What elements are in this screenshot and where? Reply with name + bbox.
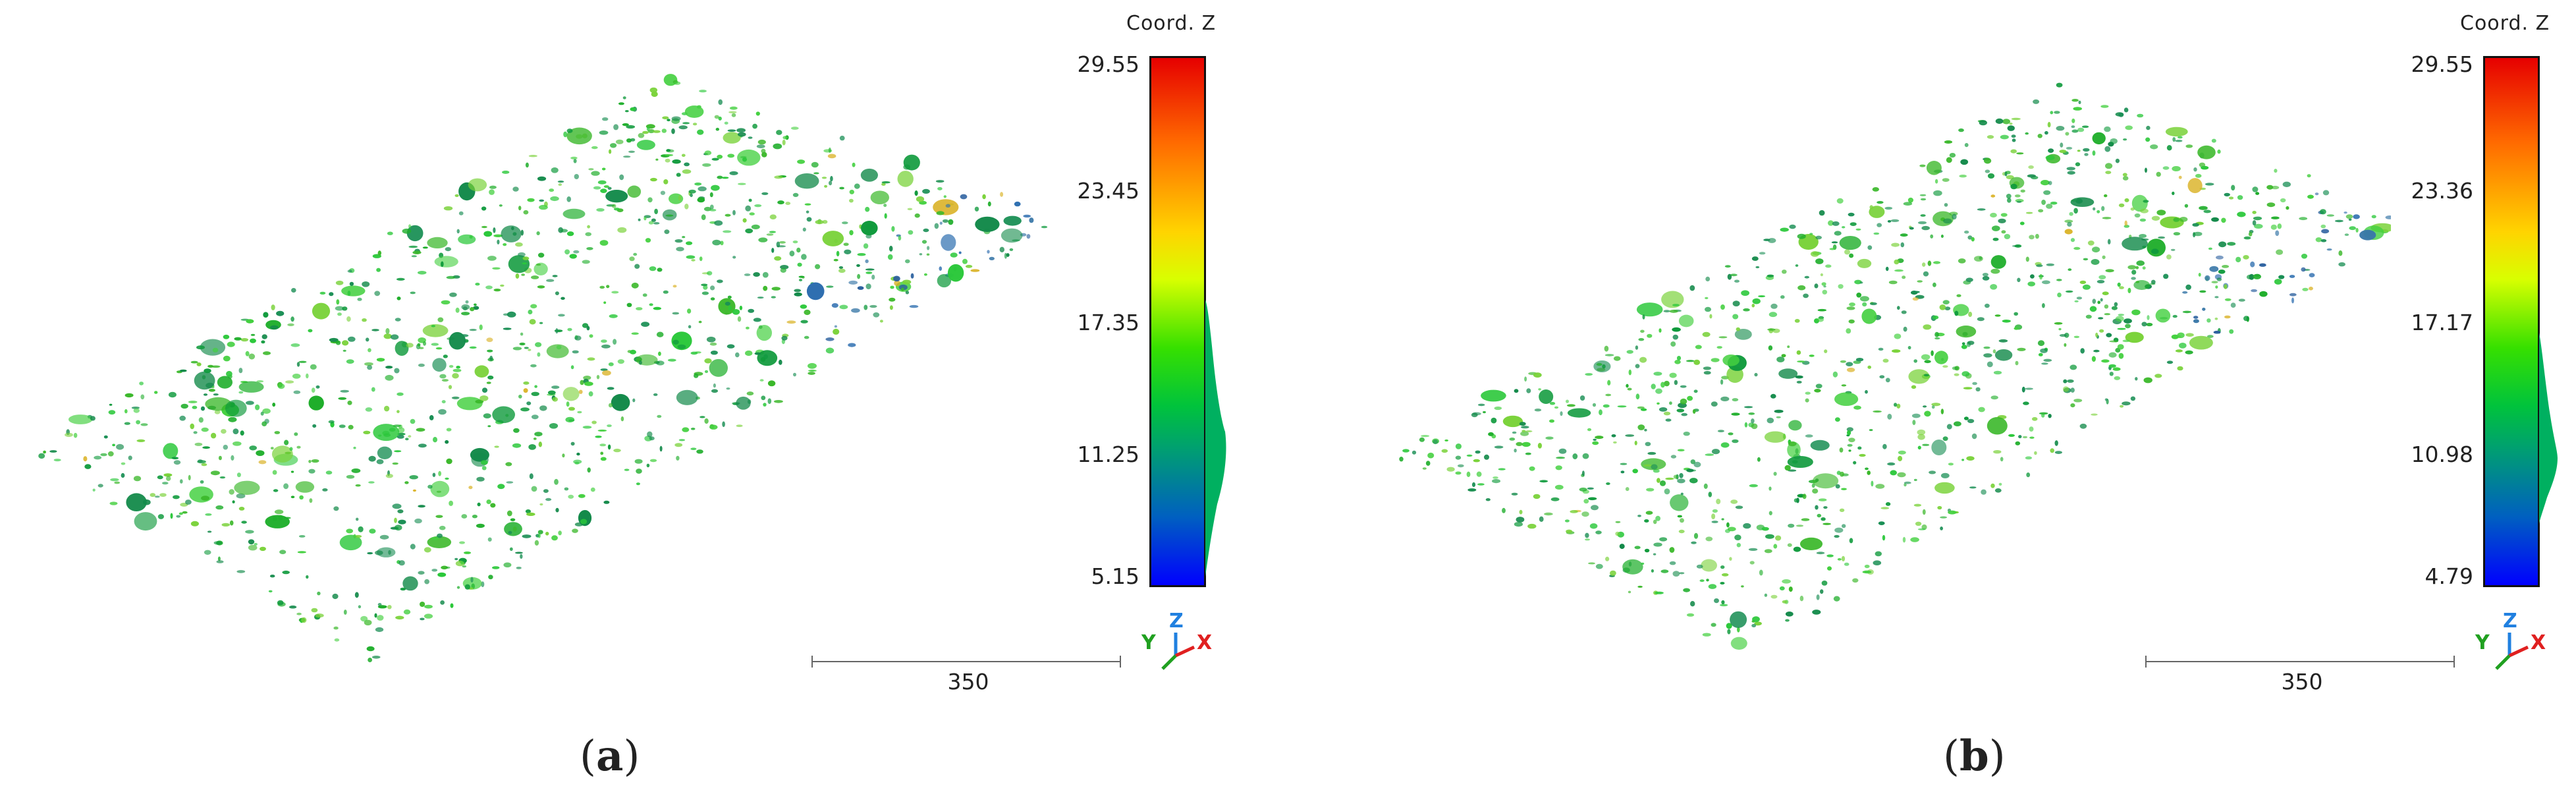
colorbar-tick: 11.25 [1077,442,1139,467]
colorbar-tick: 23.36 [2411,178,2473,204]
colorbar-histogram [2539,333,2558,524]
axis-orientation-widget: Y Z X [1136,606,1215,679]
colorbar-tick: 10.98 [2411,442,2473,467]
colorbar-title: Coord. Z [2460,12,2550,35]
point-cloud-view-b [1399,82,2391,650]
colorbar-tick: 23.45 [1077,178,1139,204]
histogram-axis [2538,56,2539,583]
scale-bar-cap-right [2453,656,2455,668]
scale-bar-cap-right [1120,656,1121,668]
colorbar-tick-min: 5.15 [1091,563,1139,589]
colorbar-tick: 17.35 [1077,310,1139,335]
colorbar-tick: 17.17 [2411,310,2473,335]
colorbar [2483,56,2540,587]
caption-b: (b) [1943,731,2006,781]
scale-bar [2145,661,2455,662]
colorbar-tick-min: 4.79 [2425,563,2473,589]
scale-bar-cap-left [811,656,813,668]
colorbar-tick-max: 29.55 [1077,51,1139,77]
colorbar [1149,56,1206,587]
axis-x-label: X [1197,631,1213,654]
axis-z-label: Z [1169,610,1184,633]
scale-bar [811,661,1121,662]
scale-bar-label: 350 [2281,669,2323,695]
colorbar-tick-max: 29.55 [2411,51,2473,77]
panel-a: Coord. Z 29.55 23.45 17.35 11.25 5.15 Y … [38,12,1226,781]
caption-a: (a) [580,731,640,781]
colorbar-histogram [1205,300,1226,577]
axis-z-label: Z [2503,610,2517,633]
axis-x-label: X [2531,631,2546,654]
panel-b: Coord. Z 29.55 23.36 17.17 10.98 4.79 Y … [1337,0,2576,798]
axis-y-label: Y [2475,631,2490,654]
axis-orientation-widget: Y Z X [2470,606,2549,679]
axis-y-label: Y [1141,631,1156,654]
histogram-axis [1204,56,1205,583]
colorbar-title: Coord. Z [1126,12,1217,35]
scale-bar-cap-left [2145,656,2147,668]
point-cloud-view-a [38,74,1048,662]
scale-bar-label: 350 [947,669,989,695]
